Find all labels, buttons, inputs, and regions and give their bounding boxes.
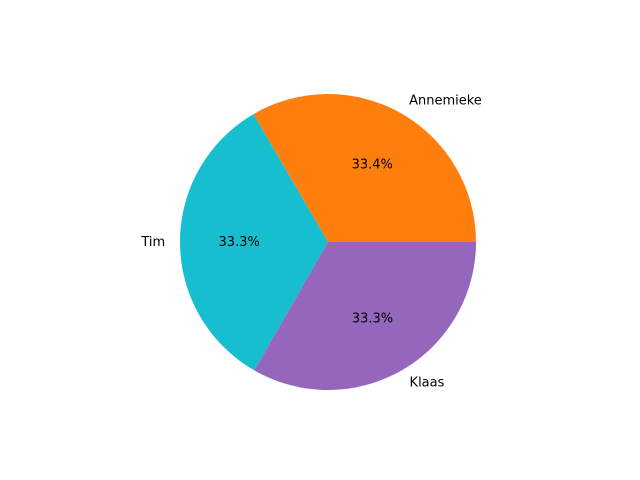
slices-layer	[179, 93, 476, 391]
slice-label-klaas: Klaas	[410, 375, 445, 390]
pie-slice-annemieke	[253, 93, 476, 243]
slice-label-tim: Tim	[140, 235, 165, 250]
labels-layer: Annemieke 33.4% Tim 33.3% Klaas 33.3%	[140, 93, 481, 390]
pie-slice-klaas	[254, 242, 476, 391]
percent-label-tim: 33.3%	[219, 235, 260, 250]
percent-label-klaas: 33.3%	[352, 311, 393, 326]
percent-label-annemieke: 33.4%	[352, 158, 393, 173]
slice-label-annemieke: Annemieke	[409, 93, 482, 108]
pie-slice-tim	[179, 114, 328, 371]
